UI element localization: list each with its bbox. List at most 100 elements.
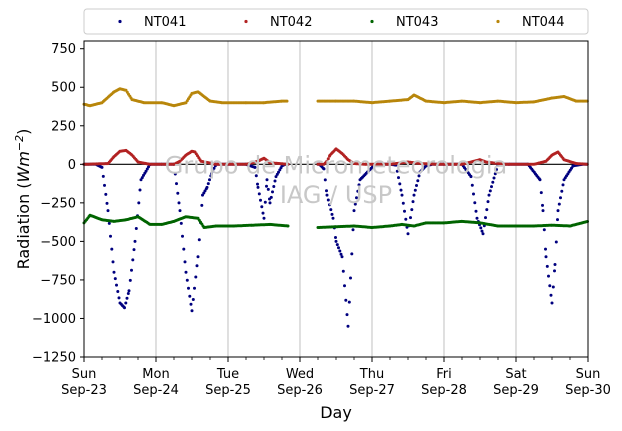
data-point bbox=[554, 240, 558, 244]
data-point bbox=[110, 247, 114, 251]
data-point bbox=[183, 260, 187, 264]
data-point bbox=[340, 255, 344, 259]
data-point bbox=[209, 174, 213, 178]
data-point bbox=[557, 202, 561, 206]
data-point bbox=[549, 293, 553, 297]
data-point bbox=[195, 264, 199, 268]
data-point bbox=[182, 247, 186, 251]
data-point bbox=[127, 289, 131, 293]
data-point bbox=[197, 238, 201, 242]
data-point bbox=[261, 211, 265, 215]
x-tick-day: Mon bbox=[142, 367, 169, 382]
data-point bbox=[263, 200, 267, 204]
data-point bbox=[413, 188, 417, 192]
x-tick-date: Sep-24 bbox=[133, 383, 179, 398]
data-point bbox=[539, 191, 543, 195]
x-tick-day: Wed bbox=[286, 367, 314, 382]
data-point bbox=[415, 184, 418, 187]
y-axis-title: Radiation (Wm−2) bbox=[13, 129, 33, 270]
legend-label-NT044: NT044 bbox=[522, 15, 564, 30]
data-point bbox=[273, 179, 277, 183]
data-point bbox=[469, 175, 473, 179]
data-point bbox=[551, 285, 555, 289]
data-point bbox=[353, 202, 357, 206]
x-tick-day: Fri bbox=[436, 367, 452, 382]
data-point bbox=[553, 263, 557, 266]
data-point bbox=[335, 243, 339, 247]
data-point bbox=[491, 180, 495, 184]
data-point bbox=[486, 200, 490, 204]
data-point bbox=[329, 208, 333, 212]
data-point bbox=[355, 196, 358, 200]
data-point bbox=[492, 176, 496, 180]
data-point bbox=[357, 183, 361, 187]
data-point bbox=[176, 191, 180, 195]
data-point bbox=[257, 192, 261, 196]
data-point bbox=[330, 212, 334, 216]
data-point bbox=[400, 193, 404, 197]
data-point bbox=[210, 172, 213, 176]
data-point bbox=[542, 228, 546, 232]
data-point bbox=[538, 178, 542, 182]
data-point bbox=[112, 270, 116, 274]
data-point bbox=[275, 172, 279, 176]
data-point bbox=[123, 306, 126, 310]
data-point bbox=[417, 174, 421, 178]
data-point bbox=[326, 198, 330, 202]
data-point bbox=[107, 221, 111, 225]
data-point bbox=[323, 178, 327, 182]
data-point bbox=[325, 193, 329, 197]
data-point bbox=[175, 182, 178, 186]
data-point bbox=[397, 176, 400, 180]
data-point bbox=[475, 216, 479, 220]
data-point bbox=[479, 226, 483, 230]
data-point bbox=[104, 192, 108, 196]
x-tick-date: Sep-30 bbox=[565, 383, 611, 398]
data-point bbox=[493, 172, 497, 176]
data-point bbox=[117, 296, 121, 300]
data-point bbox=[193, 286, 196, 290]
data-point bbox=[115, 283, 118, 287]
data-point bbox=[253, 165, 257, 169]
watermark-line-2: IAG / USP bbox=[280, 181, 392, 209]
data-point bbox=[133, 239, 137, 243]
data-point bbox=[347, 300, 351, 304]
data-point bbox=[128, 278, 132, 282]
data-point bbox=[560, 189, 564, 193]
data-point bbox=[100, 165, 104, 169]
y-tick-label: 750 bbox=[51, 42, 76, 57]
data-point bbox=[345, 313, 349, 317]
legend-marker-NT044 bbox=[496, 19, 500, 24]
data-point bbox=[334, 239, 338, 243]
data-point bbox=[147, 165, 150, 169]
y-tick-label: −1250 bbox=[32, 351, 76, 366]
x-tick-day: Sat bbox=[505, 367, 526, 382]
legend-label-NT041: NT041 bbox=[144, 15, 186, 30]
data-point bbox=[206, 182, 210, 186]
data-point bbox=[262, 216, 266, 220]
data-point bbox=[326, 157, 330, 161]
data-point bbox=[272, 185, 276, 188]
x-tick-day: Thu bbox=[359, 367, 384, 382]
data-point bbox=[544, 247, 547, 251]
data-point bbox=[351, 228, 355, 232]
data-point bbox=[401, 201, 405, 205]
data-point bbox=[495, 168, 498, 171]
data-point bbox=[399, 188, 403, 192]
data-point bbox=[111, 260, 115, 264]
data-point bbox=[416, 179, 420, 183]
data-point bbox=[177, 201, 181, 205]
data-point bbox=[173, 172, 177, 176]
data-point bbox=[338, 249, 342, 253]
data-point bbox=[181, 234, 184, 238]
data-point bbox=[550, 301, 554, 305]
y-tick-label: −750 bbox=[40, 273, 76, 288]
x-axis-ticks: SunSep-23MonSep-24TueSep-25WedSep-26ThuS… bbox=[61, 357, 611, 398]
data-point bbox=[138, 188, 142, 192]
data-point bbox=[548, 284, 552, 288]
grid-lines bbox=[155, 41, 517, 357]
y-tick-label: −500 bbox=[40, 235, 76, 250]
x-tick-date: Sep-28 bbox=[421, 383, 467, 398]
data-point bbox=[266, 187, 270, 191]
data-point bbox=[339, 252, 343, 256]
